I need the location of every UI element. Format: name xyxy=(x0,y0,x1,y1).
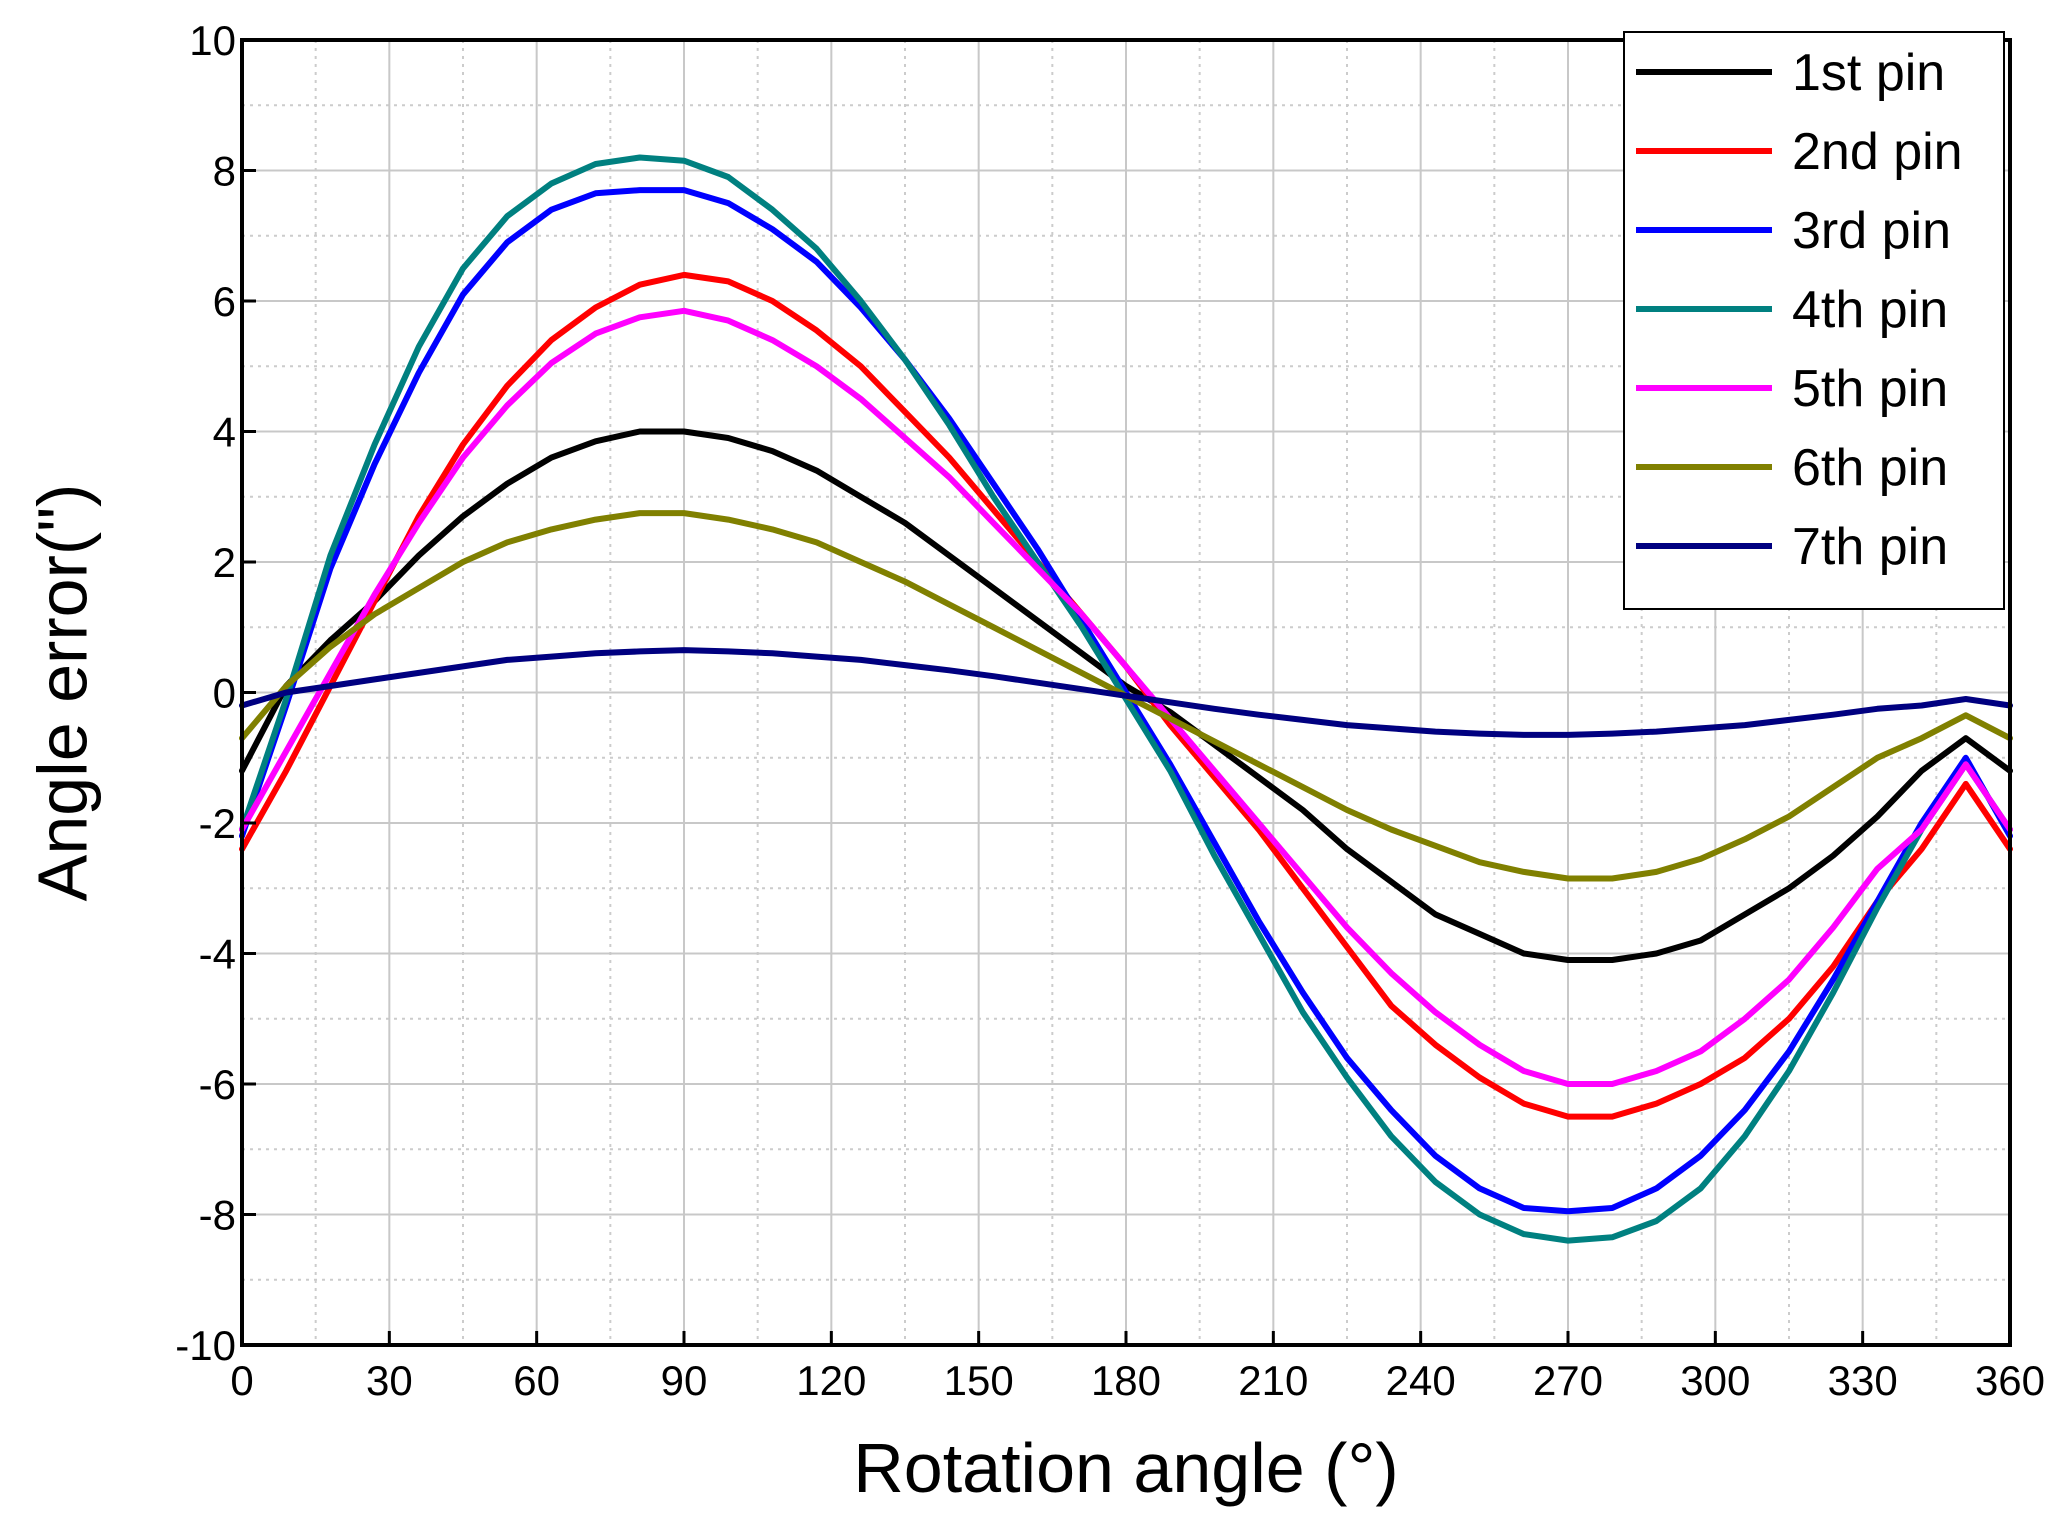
y-tick-label: 2 xyxy=(213,539,236,586)
legend-label-7: 7th pin xyxy=(1792,518,1948,576)
y-tick-label: 0 xyxy=(213,670,236,717)
series-layer xyxy=(239,154,2013,1244)
x-tick-label: 330 xyxy=(1828,1357,1898,1404)
series-line-7 xyxy=(239,647,2013,738)
legend-label-6: 6th pin xyxy=(1792,439,1948,497)
y-tick-label: 4 xyxy=(213,409,236,456)
y-tick-label: 6 xyxy=(213,278,236,325)
legend-box xyxy=(1623,31,2005,610)
legend-label-2: 2nd pin xyxy=(1792,123,1963,181)
legend-label-1: 1st pin xyxy=(1792,44,1945,102)
y-axis-title: Angle error(") xyxy=(23,484,101,902)
x-tick-label: 240 xyxy=(1386,1357,1456,1404)
x-tick-label: 210 xyxy=(1238,1357,1308,1404)
y-tick-label: 10 xyxy=(189,17,236,64)
legend-label-5: 5th pin xyxy=(1792,360,1948,418)
legend-label-3: 3rd pin xyxy=(1792,202,1951,260)
x-axis-title: Rotation angle (°) xyxy=(853,1429,1399,1507)
x-tick-label: 30 xyxy=(366,1357,413,1404)
x-tick-label: 270 xyxy=(1533,1357,1603,1404)
y-tick-label: -10 xyxy=(175,1322,236,1369)
series-line-5 xyxy=(239,307,2013,1087)
x-tick-label: 300 xyxy=(1680,1357,1750,1404)
y-tick-label: -4 xyxy=(199,931,236,978)
x-tick-label: 60 xyxy=(513,1357,560,1404)
y-tick-label: -2 xyxy=(199,800,236,847)
series-line-1 xyxy=(239,428,2013,963)
tick-labels: 0 30 60 90 120 150 180 210 240 270 300 330 360-10-8-… xyxy=(175,17,2045,1404)
x-tick-label: 0 xyxy=(230,1357,253,1404)
legend-label-4: 4th pin xyxy=(1792,281,1948,339)
legend: 1st pin 2nd pin 3rd pin 4th pin 5th pin 6th p… xyxy=(1623,31,2005,610)
x-tick-label: 360 xyxy=(1975,1357,2045,1404)
x-tick-label: 180 xyxy=(1091,1357,1161,1404)
y-tick-label: 8 xyxy=(213,148,236,195)
x-tick-label: 120 xyxy=(796,1357,866,1404)
ticks xyxy=(240,38,2012,1347)
x-tick-label: 90 xyxy=(661,1357,708,1404)
y-tick-label: -8 xyxy=(199,1192,236,1239)
y-tick-label: -6 xyxy=(199,1061,236,1108)
x-tick-label: 150 xyxy=(944,1357,1014,1404)
